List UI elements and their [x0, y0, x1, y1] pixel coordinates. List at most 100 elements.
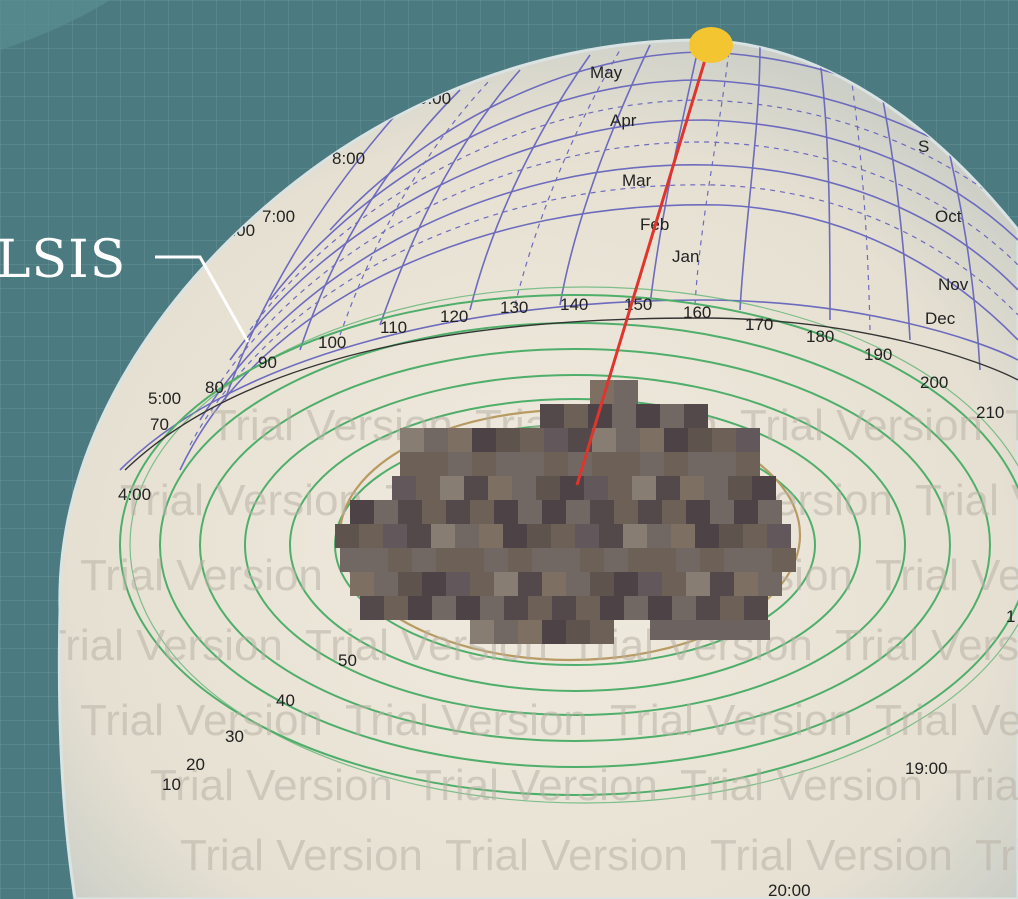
pixel-block [592, 452, 616, 476]
day-arc-dashed-1 [189, 184, 1018, 446]
pixel-block [628, 548, 652, 572]
pixelated-object [335, 380, 796, 644]
watermark-text: Trial Version [1005, 401, 1018, 450]
pixel-block [494, 620, 518, 644]
pixel-block [719, 524, 743, 548]
pixel-block [752, 476, 776, 500]
pixel-block [736, 452, 760, 476]
pixel-block [374, 500, 398, 524]
hour-line-dashed-1 [339, 79, 491, 336]
azimuth-label: 130 [500, 298, 528, 317]
sun-ray [575, 49, 710, 486]
watermark-text: Trial Version [610, 696, 853, 745]
pixel-block [632, 476, 656, 500]
pixel-block [758, 572, 782, 596]
pixel-block [527, 524, 551, 548]
month-label: May [590, 63, 623, 82]
pixel-block [636, 404, 660, 428]
watermark-text: Trial Version [445, 831, 688, 880]
pixel-block [710, 500, 734, 524]
pixel-block [544, 452, 568, 476]
azimuth-label: 210 [976, 403, 1004, 422]
pixel-block [422, 500, 446, 524]
pixel-block [720, 596, 744, 620]
pixel-block [662, 500, 686, 524]
azimuth-label: 200 [920, 373, 948, 392]
pixel-block [688, 452, 712, 476]
pixel-block [662, 572, 686, 596]
pixel-block [412, 548, 436, 572]
azimuth-label: 180 [806, 327, 834, 346]
pixel-block [648, 596, 672, 620]
pixel-block [728, 476, 752, 500]
pixel-block [758, 500, 782, 524]
pixel-block [350, 500, 374, 524]
pixel-block [564, 404, 588, 428]
pixel-block [374, 572, 398, 596]
pixel-block [518, 500, 542, 524]
callout-label: LSIS [0, 230, 127, 290]
pixel-block [556, 548, 580, 572]
altitude-ring-1 [119, 294, 1018, 796]
pixel-block [424, 452, 448, 476]
pixel-block [650, 620, 770, 640]
altitude-ring-2 [159, 322, 991, 768]
pixel-block [503, 524, 527, 548]
pixel-block [592, 428, 616, 452]
pixel-block [695, 524, 719, 548]
azimuth-label: 190 [864, 345, 892, 364]
pixel-block [552, 596, 576, 620]
background-shape [0, 0, 110, 50]
watermark-text: Trial Version [80, 696, 323, 745]
watermark-text: Trial Version [835, 621, 1018, 670]
pixel-block [684, 404, 708, 428]
pixel-block [614, 572, 638, 596]
watermark-text: Trial Version [80, 551, 323, 600]
month-label: Jan [672, 247, 699, 266]
watermark-text: Trial Version [180, 831, 423, 880]
month-label: Oct [935, 207, 962, 226]
pixel-block [566, 620, 590, 644]
pixel-block [580, 548, 604, 572]
hour-label: 4:00 [118, 485, 151, 504]
hour-line-dashed-3 [694, 41, 731, 306]
pixel-block [407, 524, 431, 548]
pixel-block [604, 548, 628, 572]
sun-marker [689, 27, 733, 63]
pixel-block [734, 572, 758, 596]
pixel-block [560, 476, 584, 500]
pixel-block [608, 476, 632, 500]
pixel-block [422, 572, 446, 596]
pixel-block [472, 452, 496, 476]
pixel-block [542, 572, 566, 596]
partial-label: S [918, 137, 929, 156]
pixel-block [455, 524, 479, 548]
pixel-block [638, 572, 662, 596]
hour-line-3 [379, 69, 521, 326]
pixel-block [518, 572, 542, 596]
pixel-block [748, 548, 772, 572]
hour-label: 19:00 [905, 759, 948, 778]
pixel-block [600, 596, 624, 620]
day-arc-2 [199, 164, 1018, 421]
pixel-block [664, 452, 688, 476]
pixel-block [640, 428, 664, 452]
hour-label: 7:00 [262, 207, 295, 226]
pixel-block [464, 476, 488, 500]
azimuth-label: 110 [380, 318, 407, 337]
pixel-block [660, 404, 684, 428]
pixel-block [448, 428, 472, 452]
watermark-text: Trial Version [680, 761, 923, 810]
pixel-block [576, 596, 600, 620]
pixel-block [647, 524, 671, 548]
altitude-label: 40 [276, 691, 295, 710]
hour-label: 20:00 [768, 881, 811, 899]
pixel-block [398, 500, 422, 524]
hour-line-8 [819, 59, 831, 321]
hour-line-9 [879, 84, 911, 341]
pixel-block [364, 548, 388, 572]
pixel-block [479, 524, 503, 548]
pixel-block [400, 428, 424, 452]
altitude-ring-outer [129, 286, 1018, 804]
